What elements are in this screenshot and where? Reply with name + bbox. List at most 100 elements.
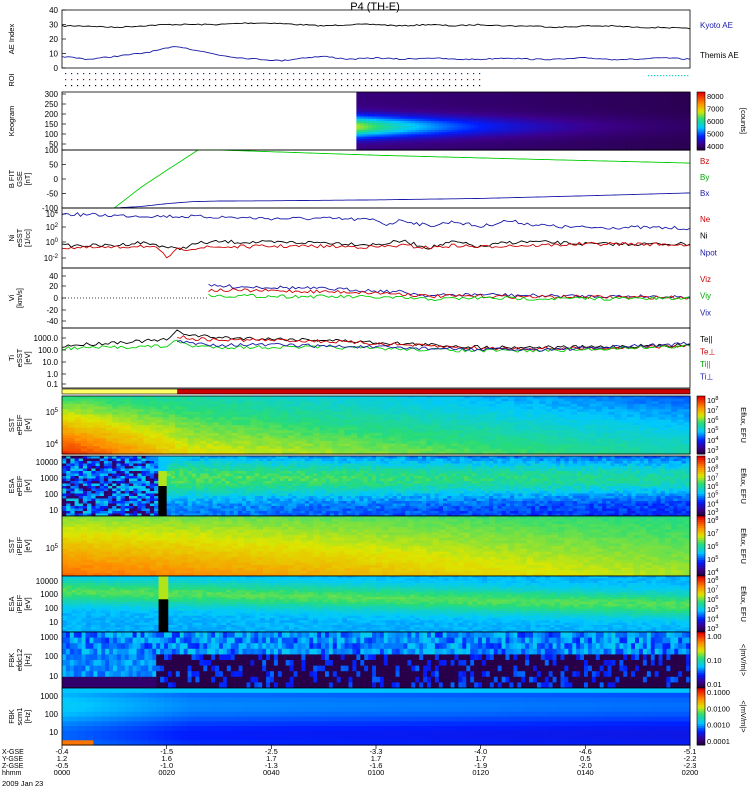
- keogram-cell: [540, 125, 546, 129]
- keogram-ytick-label: 300: [45, 90, 59, 99]
- keogram-cell: [482, 143, 487, 147]
- keogram-cell: [442, 145, 448, 149]
- keogram-cell: [399, 125, 405, 129]
- keogram-cell: [525, 105, 530, 109]
- keogram-cell: [454, 138, 459, 142]
- keogram-cell: [580, 129, 585, 133]
- keogram-cell: [387, 105, 393, 109]
- keogram-cell: [442, 134, 448, 138]
- keogram-cell: [607, 92, 613, 95]
- keogram-cell: [423, 107, 428, 111]
- keogram-cell: [372, 145, 377, 149]
- density-series-npot: [61, 212, 691, 231]
- keogram-cell: [568, 105, 573, 109]
- keogram-cell: [572, 138, 577, 142]
- roi-dot: [347, 73, 349, 75]
- roi-dot: [161, 73, 163, 75]
- keogram-cell: [399, 105, 405, 109]
- keogram-cell: [387, 129, 393, 133]
- keogram-cell: [489, 109, 495, 113]
- keogram-cell: [458, 134, 463, 138]
- roi-dot: [155, 73, 157, 75]
- keogram-cell: [450, 125, 456, 129]
- keogram-cell: [599, 100, 605, 104]
- density-ylabel-line: [1/cc]: [23, 229, 32, 247]
- keogram-cell: [529, 123, 534, 126]
- keogram-cell: [470, 116, 475, 120]
- keogram-cell: [364, 141, 369, 144]
- keogram-cell: [619, 129, 624, 133]
- keogram-cell: [462, 96, 467, 100]
- keogram-cell: [631, 114, 636, 118]
- keogram-cell: [446, 107, 452, 111]
- keogram-cell: [470, 132, 475, 135]
- keogram-cell: [533, 112, 538, 115]
- keogram-cell: [572, 112, 577, 115]
- keogram-cell: [654, 112, 660, 115]
- keogram-cell: [540, 116, 546, 120]
- keogram-cell: [568, 107, 573, 111]
- keogram-cell: [376, 143, 381, 147]
- roi-dot: [317, 79, 319, 81]
- roi-dot: [107, 79, 109, 81]
- keogram-cell: [529, 112, 534, 115]
- keogram-cell: [544, 141, 550, 144]
- ae-ytick-label: 10: [49, 50, 58, 59]
- roi-dot: [221, 79, 223, 81]
- keogram-cell: [591, 94, 597, 97]
- keogram-cell: [379, 125, 385, 129]
- keogram-cell: [615, 96, 620, 100]
- keogram-cell: [548, 121, 554, 124]
- keogram-cell: [489, 103, 495, 106]
- keogram-cell: [568, 147, 573, 151]
- keogram-cell: [478, 143, 483, 147]
- keogram-cell: [607, 118, 613, 122]
- keogram-cell: [646, 98, 652, 102]
- keogram-cell: [544, 96, 550, 100]
- keogram-cell: [607, 116, 613, 120]
- keogram-cell: [560, 100, 565, 104]
- keogram-cell: [658, 112, 664, 115]
- keogram-cell: [434, 141, 440, 144]
- keogram-cell: [587, 143, 593, 147]
- keogram-cell: [470, 134, 475, 138]
- keogram-cell: [497, 123, 503, 126]
- keogram-cell: [430, 138, 436, 142]
- keogram-cell: [379, 103, 385, 106]
- keogram-cell: [509, 96, 514, 100]
- keogram-cell: [399, 123, 405, 126]
- keogram-cell: [568, 134, 573, 138]
- keogram-cell: [552, 145, 558, 149]
- keogram-cell: [415, 114, 420, 118]
- keogram-cell: [364, 98, 369, 102]
- keogram-cell: [509, 114, 514, 118]
- keogram-cell: [642, 96, 648, 100]
- keogram-cell: [474, 98, 479, 102]
- keogram-cell: [576, 138, 581, 142]
- keogram-cell: [548, 141, 554, 144]
- keogram-cell: [387, 141, 393, 144]
- keogram-cell: [556, 138, 561, 142]
- keogram-cell: [572, 129, 577, 133]
- keogram-cell: [568, 145, 573, 149]
- keogram-cell: [493, 114, 499, 118]
- keogram-cell: [564, 129, 569, 133]
- roi-dot: [461, 85, 463, 87]
- ae-series-themisae: [61, 46, 691, 62]
- keogram-cell: [509, 129, 514, 133]
- keogram-cell: [635, 125, 640, 129]
- keogram-cell: [658, 105, 664, 109]
- keogram-cell: [568, 98, 573, 102]
- keogram-cell: [525, 127, 530, 131]
- keogram-cell: [513, 145, 518, 149]
- keogram-cell: [536, 145, 542, 149]
- roi-dot: [197, 73, 199, 75]
- keogram-cell: [489, 143, 495, 147]
- keogram-cell: [403, 116, 408, 120]
- roi-dot: [245, 73, 247, 75]
- keogram-cell: [580, 118, 585, 122]
- roi-dot: [389, 85, 391, 87]
- keogram-cell: [564, 125, 569, 129]
- keogram-cell: [411, 123, 416, 126]
- keogram-cell: [383, 145, 389, 149]
